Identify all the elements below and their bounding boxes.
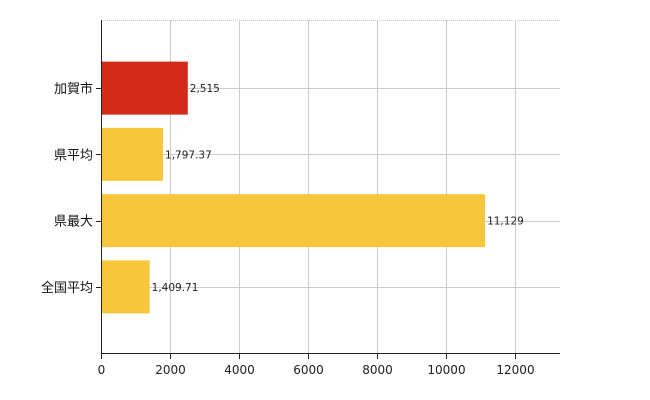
category-label: 県最大 <box>54 215 93 230</box>
x-tick-label: 10000 <box>427 363 465 377</box>
bar <box>101 260 150 314</box>
value-label: 1,409.71 <box>152 282 199 294</box>
x-tick-label: 0 <box>98 363 106 377</box>
x-tick-label: 4000 <box>224 363 255 377</box>
value-label: 1,797.37 <box>165 149 212 161</box>
x-tick-label: 2000 <box>155 363 186 377</box>
value-label: 2,515 <box>190 83 220 95</box>
bars <box>101 61 486 314</box>
bar <box>101 127 164 181</box>
category-label: 全国平均 <box>41 280 93 296</box>
category-label: 加賀市 <box>54 81 93 97</box>
x-tick-label: 12000 <box>496 363 534 377</box>
value-label: 11,129 <box>487 216 524 228</box>
x-tick-label: 8000 <box>362 363 393 377</box>
data-labels: 2,515 1,797.37 11,129 1,409.71 <box>152 83 524 294</box>
bar <box>101 194 486 248</box>
category-label: 県平均 <box>54 148 93 163</box>
axes <box>101 20 560 354</box>
bar <box>101 61 188 115</box>
x-tick-label: 6000 <box>293 363 324 377</box>
x-axis-ticks: 0 2000 4000 6000 8000 10000 12000 <box>98 354 535 377</box>
gridlines <box>101 20 560 354</box>
